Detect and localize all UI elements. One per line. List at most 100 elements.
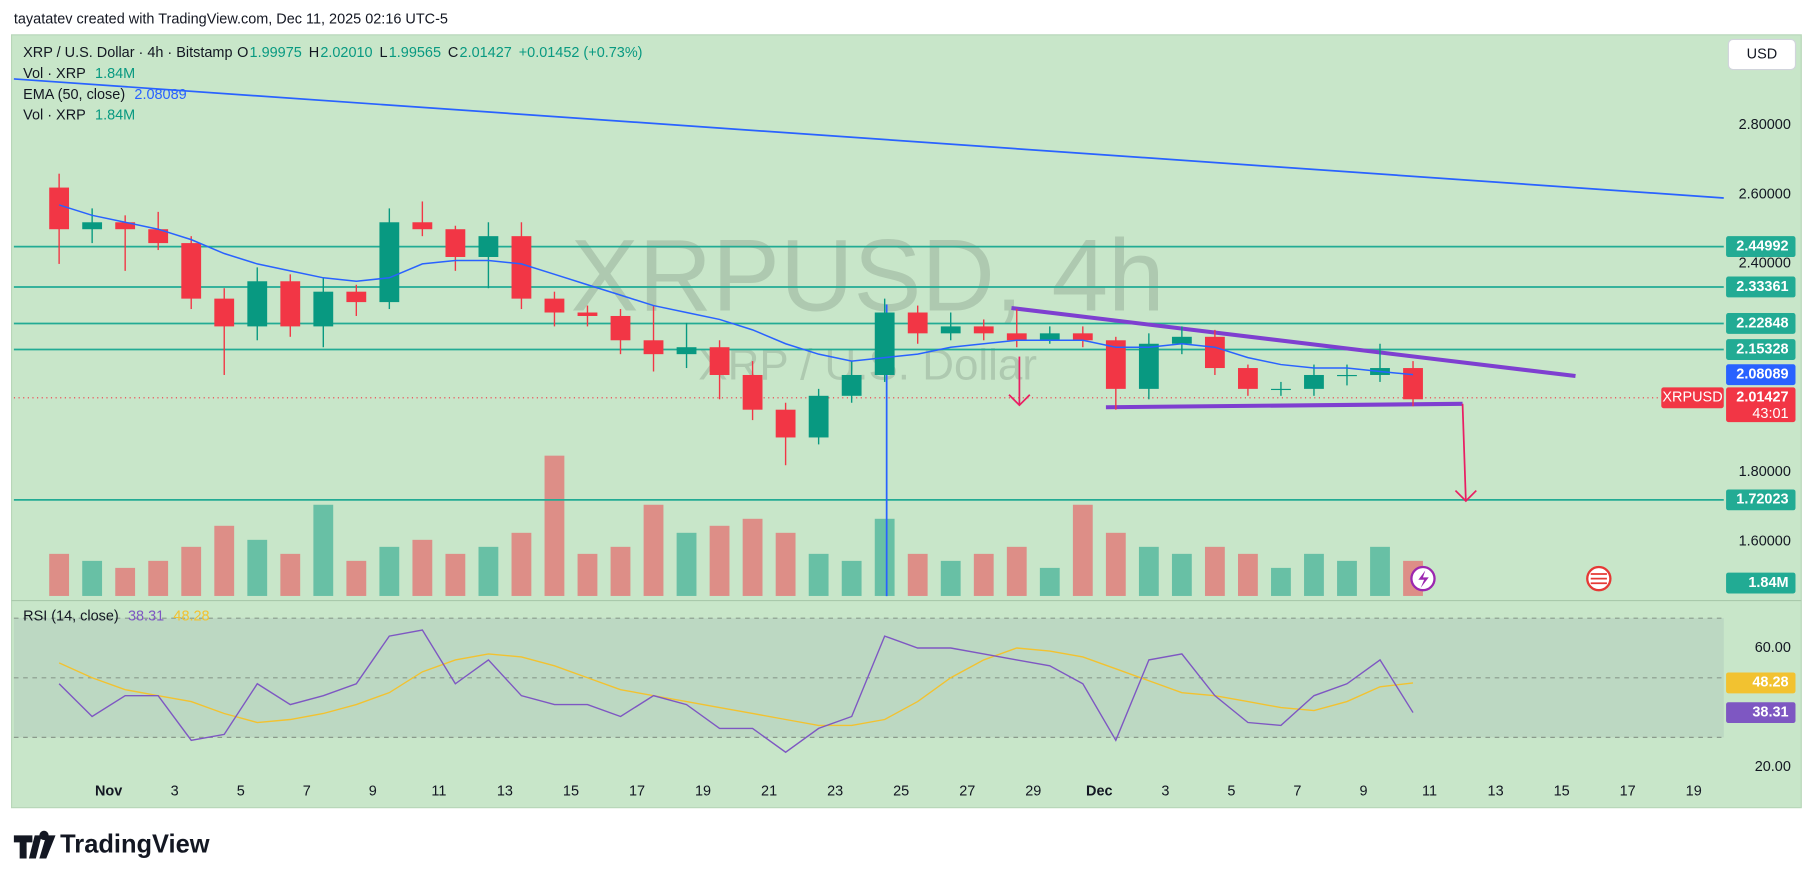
volume-bar xyxy=(1337,560,1357,596)
volume-bar xyxy=(1204,546,1225,596)
candle-body xyxy=(742,374,763,410)
x-tick-label: 5 xyxy=(237,783,245,799)
y-tick-label: 2.40000 xyxy=(1739,256,1791,272)
brand-name: TradingView xyxy=(60,831,210,859)
volume-bar xyxy=(874,518,895,596)
candle-body xyxy=(544,298,565,313)
volume-bar xyxy=(973,553,994,596)
x-tick-label: 3 xyxy=(1161,783,1169,799)
rsi-ma-tag: 48.28 xyxy=(1752,675,1788,691)
candle-body xyxy=(1171,336,1192,344)
volume-bar xyxy=(1039,567,1060,596)
x-tick-label: 11 xyxy=(1422,783,1437,799)
volume-bar xyxy=(940,560,961,596)
candle-body xyxy=(148,229,169,244)
volume-bar xyxy=(148,560,169,596)
y-tick-label: 2.60000 xyxy=(1739,186,1791,202)
countdown: 43:01 xyxy=(1752,406,1788,422)
x-tick-label: 13 xyxy=(1488,783,1504,799)
candle-body xyxy=(247,281,268,327)
x-tick-label: 25 xyxy=(893,783,909,799)
candle-body xyxy=(346,291,367,303)
volume-bar xyxy=(247,539,268,596)
candle-body xyxy=(643,340,664,355)
currency-button[interactable] xyxy=(1727,38,1797,71)
trend-line xyxy=(1011,305,1576,379)
level-tag: 2.22848 xyxy=(1736,315,1788,331)
candle-body xyxy=(412,222,433,230)
legend-text: RSI (14, close) xyxy=(23,609,119,625)
rsi-ma-line xyxy=(58,647,1414,727)
candle-body xyxy=(1105,340,1126,389)
x-tick-label: 17 xyxy=(1620,783,1636,799)
volume-bar xyxy=(808,553,829,596)
volume-bar xyxy=(643,504,664,596)
rsi-tick-label: 20.00 xyxy=(1755,759,1791,775)
ema-tag: 2.08089 xyxy=(1736,366,1788,382)
candle-body xyxy=(775,409,796,438)
legend-text: XRP / U.S. Dollar · 4h · Bitstamp xyxy=(23,45,232,61)
candle-body xyxy=(181,243,202,299)
volume-bar xyxy=(181,546,202,596)
rsi-ma-tag-bg xyxy=(1726,672,1796,694)
volume-bar xyxy=(544,455,565,596)
legend-text: 2.01427 xyxy=(460,45,512,61)
candle-body xyxy=(808,395,829,438)
x-tick-label: 15 xyxy=(1554,783,1570,799)
arrow-head xyxy=(1008,394,1031,407)
volume-bar xyxy=(577,553,598,596)
volume-bar xyxy=(511,532,532,596)
candle-body xyxy=(1403,368,1423,400)
currency-label[interactable]: USD xyxy=(1747,46,1778,62)
volume-tag-bg xyxy=(1726,572,1796,594)
x-tick-label: 27 xyxy=(959,783,975,799)
volume-bar xyxy=(1370,546,1390,596)
candle-body xyxy=(907,312,928,334)
y-tick-label: 1.60000 xyxy=(1739,533,1791,549)
legend-text: Vol · XRP xyxy=(23,66,86,82)
candle-body xyxy=(610,315,631,341)
volume-bar xyxy=(775,532,796,596)
legend-text: 2.02010 xyxy=(320,45,372,61)
level-tag-bg xyxy=(1726,313,1796,334)
price-tag: 2.01427 xyxy=(1736,390,1788,406)
volume-bar xyxy=(1006,546,1027,596)
volume-bar xyxy=(115,567,136,596)
candle-body xyxy=(115,222,136,230)
candle-body xyxy=(379,222,400,303)
candle-body xyxy=(1337,374,1357,377)
candle-body xyxy=(1238,368,1258,389)
volume-bar xyxy=(1304,553,1324,596)
candle-body xyxy=(511,236,532,299)
trend-line xyxy=(1105,401,1463,410)
arrow-head xyxy=(1454,489,1477,503)
legend-text: L xyxy=(380,45,388,61)
x-tick-label: 23 xyxy=(827,783,843,799)
candle-body xyxy=(973,326,994,334)
x-tick-label: 3 xyxy=(171,783,179,799)
level-tag: 1.72023 xyxy=(1736,492,1788,508)
volume-tag: 1.84M xyxy=(1748,575,1788,591)
volume-bar xyxy=(379,546,400,596)
candle-body xyxy=(49,187,70,230)
x-tick-label: 21 xyxy=(761,783,777,799)
candle-body xyxy=(676,347,697,355)
volume-bar xyxy=(49,553,70,596)
legend-text: 1.99565 xyxy=(389,45,441,61)
x-tick-label: 7 xyxy=(303,783,311,799)
x-tick-label: 19 xyxy=(695,783,711,799)
candle-body xyxy=(1039,333,1060,341)
x-tick-label: 15 xyxy=(563,783,579,799)
x-tick-label: 13 xyxy=(497,783,513,799)
legend-text: O xyxy=(237,45,248,61)
volume-bar xyxy=(841,560,862,596)
symbol-tag: XRPUSD xyxy=(1662,390,1722,406)
level-tag: 2.33361 xyxy=(1736,279,1788,295)
level-tag-bg xyxy=(1726,489,1796,511)
level-tag-bg xyxy=(1726,276,1796,298)
volume-bar xyxy=(1238,553,1258,596)
trend-line xyxy=(13,78,1724,199)
volume-bar xyxy=(1105,532,1126,596)
candle-body xyxy=(1271,388,1291,391)
symbol-tag-bg xyxy=(1661,387,1724,409)
